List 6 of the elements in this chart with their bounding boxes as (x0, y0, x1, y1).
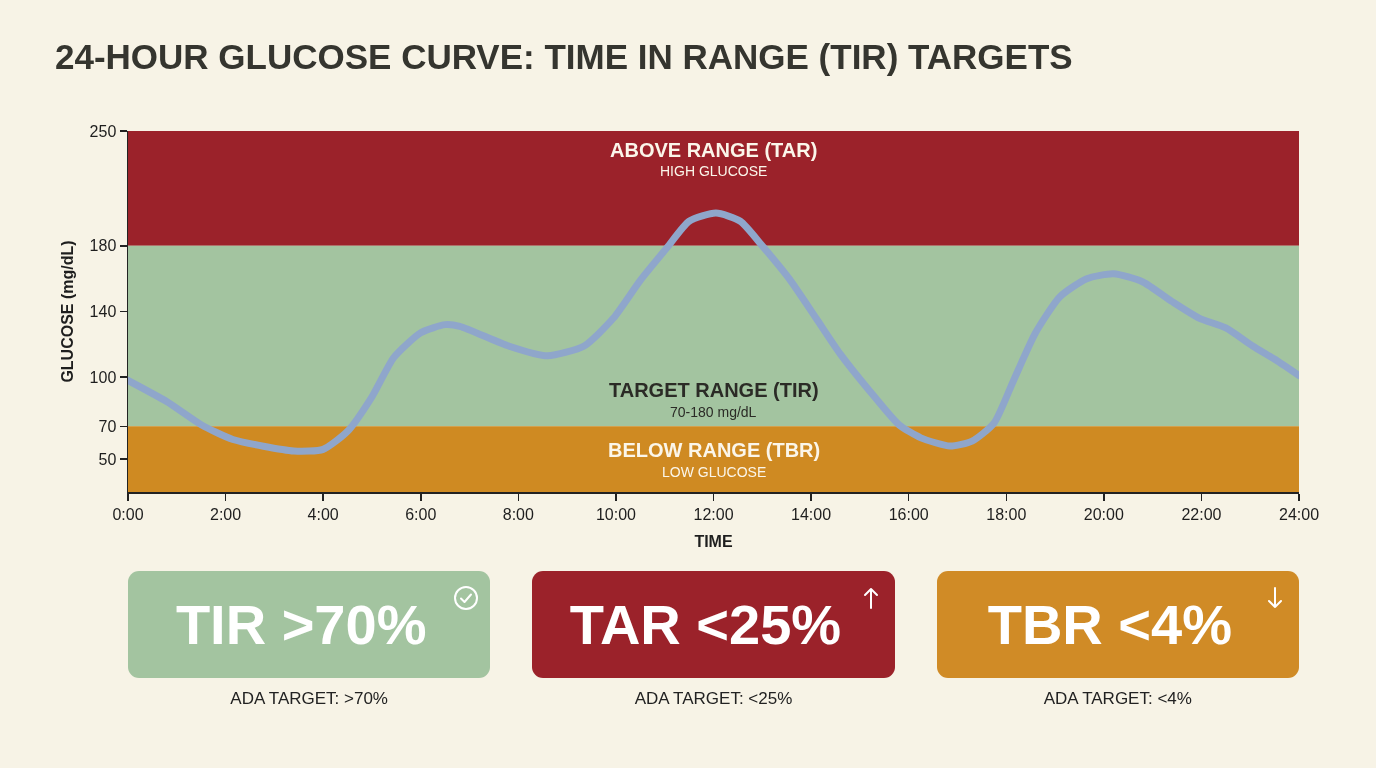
category-label: TIR >70% (174, 592, 428, 658)
text: ADA TARGET: <4% (1042, 689, 1193, 709)
category-label: TAR <25% (568, 592, 843, 658)
text: ADA TARGET: >70% (229, 689, 389, 709)
category-label: TBR <4% (986, 592, 1233, 658)
text: ADA TARGET: <25% (633, 689, 794, 709)
